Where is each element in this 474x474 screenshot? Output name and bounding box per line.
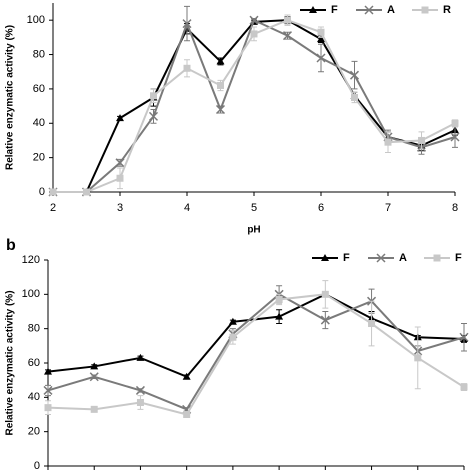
marker — [418, 136, 425, 144]
y-tick-label: 80 — [28, 323, 40, 335]
marker — [115, 158, 125, 168]
marker — [376, 253, 386, 263]
y-tick-label: 60 — [33, 83, 45, 95]
y-tick-label: 120 — [22, 254, 40, 266]
marker — [183, 411, 191, 418]
marker — [43, 385, 53, 395]
legend-label: F — [331, 4, 338, 16]
y-tick-label: 0 — [34, 460, 40, 472]
y-tick-label: 20 — [33, 152, 45, 164]
marker — [116, 174, 124, 182]
marker — [414, 354, 422, 362]
x-tick-label: 3 — [117, 202, 123, 214]
marker — [282, 31, 293, 41]
marker — [351, 94, 358, 101]
marker — [309, 6, 317, 13]
marker — [349, 70, 360, 80]
marker — [90, 362, 99, 370]
legend-label: F — [343, 252, 350, 264]
marker — [459, 332, 469, 342]
x-tick-label: 7 — [385, 202, 391, 214]
marker — [450, 132, 460, 142]
y-axis-label: Relative enzymatic activity (%) — [5, 25, 16, 170]
marker — [316, 53, 326, 63]
panel-label: b — [6, 237, 16, 254]
marker — [83, 188, 90, 196]
y-tick-label: 80 — [33, 48, 45, 60]
marker — [451, 119, 459, 127]
marker — [44, 404, 52, 412]
legend-label: F — [455, 252, 462, 264]
y-tick-label: 20 — [28, 426, 40, 438]
x-tick-label: 5 — [251, 202, 257, 214]
marker — [216, 57, 225, 65]
marker — [250, 30, 258, 38]
marker — [136, 353, 145, 361]
marker — [217, 81, 224, 89]
marker — [321, 290, 329, 298]
marker — [150, 92, 157, 100]
marker — [44, 367, 52, 375]
marker — [215, 104, 226, 115]
marker — [364, 5, 374, 15]
x-tick-label: 6 — [318, 202, 324, 214]
marker — [182, 372, 191, 380]
marker — [228, 317, 237, 325]
marker — [148, 111, 159, 121]
marker — [284, 16, 291, 24]
series-line — [53, 19, 456, 193]
marker — [90, 405, 98, 413]
series-line — [47, 293, 465, 411]
legend-label: R — [443, 4, 451, 16]
marker — [384, 138, 392, 146]
marker — [317, 35, 325, 43]
series-line — [47, 293, 465, 416]
y-tick-label: 0 — [39, 186, 45, 198]
series-line — [53, 19, 456, 193]
marker — [320, 315, 330, 325]
series-line — [53, 18, 456, 193]
marker — [89, 372, 99, 382]
y-tick-label: 60 — [28, 357, 40, 369]
y-tick-label: 100 — [22, 288, 40, 300]
marker — [433, 254, 441, 262]
y-tick-label: 40 — [33, 117, 45, 129]
marker — [229, 333, 237, 341]
marker — [317, 28, 325, 36]
marker — [275, 295, 283, 303]
marker — [135, 385, 145, 395]
marker — [368, 320, 376, 328]
y-tick-label: 100 — [27, 14, 45, 26]
y-tick-label: 40 — [28, 391, 40, 403]
legend-label: A — [399, 252, 407, 264]
series-line — [47, 293, 465, 378]
x-tick-label: 4 — [184, 202, 190, 214]
x-axis-label: pH — [247, 225, 260, 236]
marker — [460, 383, 468, 391]
marker — [321, 254, 329, 261]
legend-label: A — [387, 4, 395, 16]
marker — [249, 15, 259, 25]
marker — [182, 19, 192, 29]
y-axis-label: Relative enzymatic activity (%) — [5, 290, 16, 435]
marker — [136, 398, 144, 406]
x-tick-label: 2 — [50, 202, 56, 214]
marker — [116, 114, 124, 122]
marker — [49, 188, 57, 196]
marker — [421, 6, 429, 14]
marker — [275, 312, 284, 320]
x-tick-label: 8 — [452, 202, 458, 214]
marker — [183, 64, 191, 72]
